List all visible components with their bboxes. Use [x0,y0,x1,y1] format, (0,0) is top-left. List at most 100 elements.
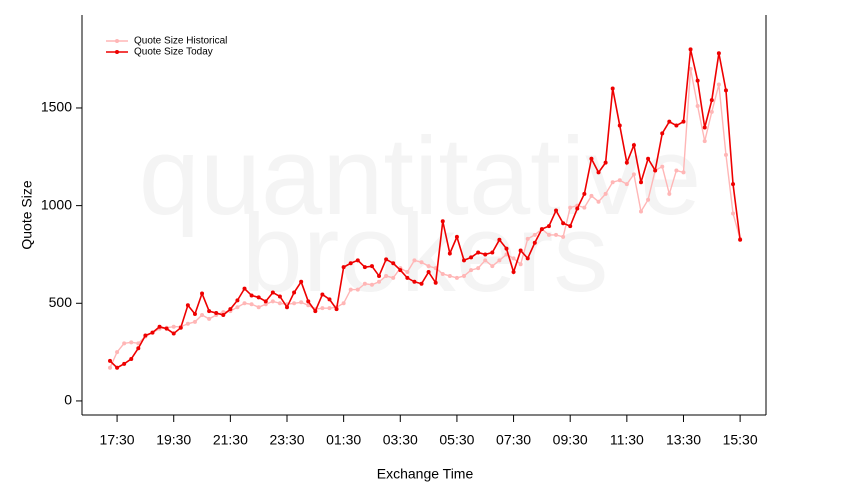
point [568,224,573,229]
point [440,271,445,276]
point [490,250,495,255]
point [412,279,417,284]
point [136,341,141,346]
point [115,350,120,355]
point [405,270,410,275]
point [320,292,325,297]
point [108,365,112,370]
point [497,258,502,263]
point [263,299,268,304]
point [738,237,743,242]
point [688,66,693,71]
x-tick-label: 15:30 [723,432,758,448]
point [348,287,353,292]
point [433,280,438,285]
point [525,256,530,261]
point [681,119,686,124]
point [108,358,112,363]
point [511,256,516,261]
watermark: brokers [242,192,609,315]
y-axis-title: Quote Size [19,180,35,249]
point [639,180,643,185]
point [256,305,261,310]
point [419,281,424,286]
point [214,311,219,316]
point [115,365,120,370]
point [207,316,212,321]
point [454,275,459,280]
point [136,346,141,351]
x-tick-label: 17:30 [100,432,135,448]
y-tick-label: 1500 [41,99,72,115]
point [277,301,282,306]
point [702,139,707,144]
point [731,182,736,187]
point [589,156,594,161]
point [610,86,615,91]
point [362,281,367,286]
point [129,340,134,345]
point [532,232,537,237]
point [688,47,693,52]
legend-label: Quote Size Today [134,47,213,58]
point [469,268,474,273]
point [249,293,254,298]
point [384,273,389,278]
point [171,324,176,329]
point [235,305,240,310]
point [285,305,289,310]
point [561,221,566,226]
point [369,282,374,287]
point [539,227,544,232]
point [709,98,714,103]
y-tick-label: 500 [49,294,73,310]
point [660,164,665,169]
x-tick-label: 21:30 [213,432,248,448]
point [256,295,261,300]
point [200,313,205,317]
point [575,206,580,211]
point [639,209,643,214]
point [546,232,551,237]
point [320,306,325,311]
point [462,273,466,278]
point [391,261,396,266]
point [207,309,212,314]
point [178,325,183,330]
point [469,255,474,260]
point [546,224,551,229]
legend-marker [115,50,119,54]
point [150,330,155,335]
point [631,172,636,177]
point [631,143,636,148]
point [490,264,495,269]
point [518,248,523,253]
point [122,341,127,346]
x-tick-label: 23:30 [269,432,304,448]
point [554,208,559,213]
point [164,326,169,331]
point [171,331,176,336]
point [143,333,148,338]
point [384,257,389,262]
point [646,197,651,202]
x-tick-label: 03:30 [383,432,418,448]
point [716,51,721,56]
point [292,290,297,295]
point [192,319,197,324]
point [646,156,651,161]
point [334,307,339,312]
point [582,191,587,196]
point [270,299,275,304]
point [589,193,594,198]
point [235,298,240,303]
point [377,279,382,284]
point [681,170,686,175]
point [313,309,318,314]
point [582,205,587,210]
point [200,291,205,296]
point [398,268,403,273]
point [192,312,197,317]
point [596,199,601,204]
